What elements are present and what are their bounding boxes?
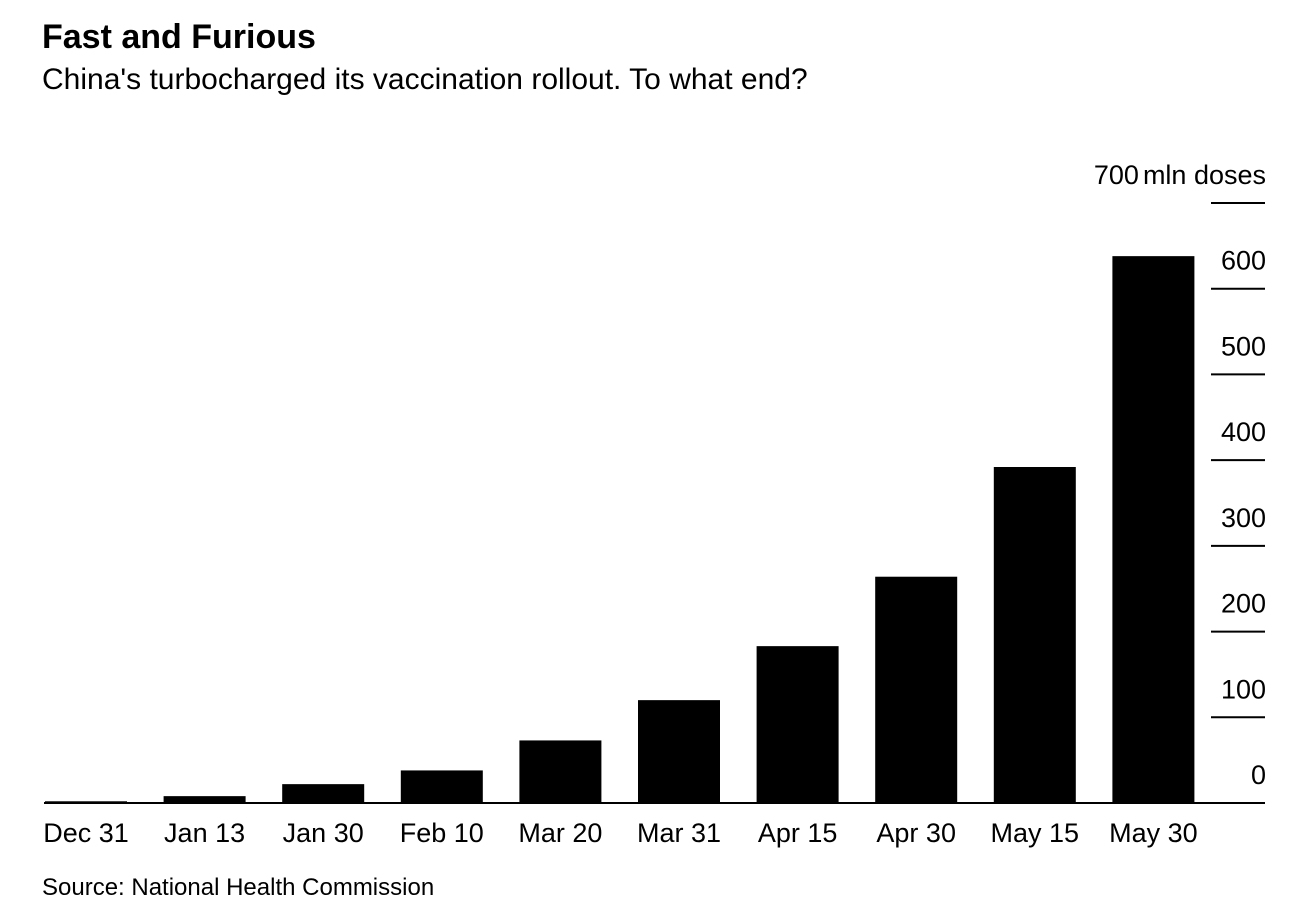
bar xyxy=(1112,256,1195,804)
bar xyxy=(875,576,958,803)
x-tick-label: Mar 20 xyxy=(518,818,602,848)
bar xyxy=(163,796,246,803)
x-tick-label: Feb 10 xyxy=(400,818,484,848)
y-tick-label: 300 xyxy=(1221,503,1266,533)
bar xyxy=(400,770,483,803)
y-tick-label: 400 xyxy=(1221,417,1266,447)
x-tick-label: May 15 xyxy=(991,818,1080,848)
bar xyxy=(993,467,1076,803)
y-tick-label: 0 xyxy=(1251,760,1266,790)
source: Source: National Health Commission xyxy=(42,874,434,901)
y-tick-label: 500 xyxy=(1221,331,1266,361)
y-tick-label: 100 xyxy=(1221,674,1266,704)
chart-title: Fast and Furious xyxy=(42,18,316,56)
bar xyxy=(282,784,365,803)
bar xyxy=(638,700,720,803)
x-tick-label: Jan 13 xyxy=(164,818,245,848)
y-axis-label: mln doses xyxy=(1143,160,1266,190)
x-tick-label: May 30 xyxy=(1109,818,1198,848)
x-tick-label: Apr 15 xyxy=(758,818,838,848)
y-tick-label: 700 xyxy=(1094,160,1139,190)
bar xyxy=(756,646,839,803)
x-tick-label: Jan 30 xyxy=(283,818,364,848)
bar xyxy=(45,801,127,803)
chart-subtitle: China's turbocharged its vaccination rol… xyxy=(42,63,808,96)
x-tick-label: Mar 31 xyxy=(637,818,721,848)
bar xyxy=(519,740,602,803)
x-tick-label: Dec 31 xyxy=(43,818,129,848)
y-tick-label: 600 xyxy=(1221,246,1266,276)
x-tick-label: Apr 30 xyxy=(876,818,956,848)
y-tick-label: 200 xyxy=(1221,589,1266,619)
